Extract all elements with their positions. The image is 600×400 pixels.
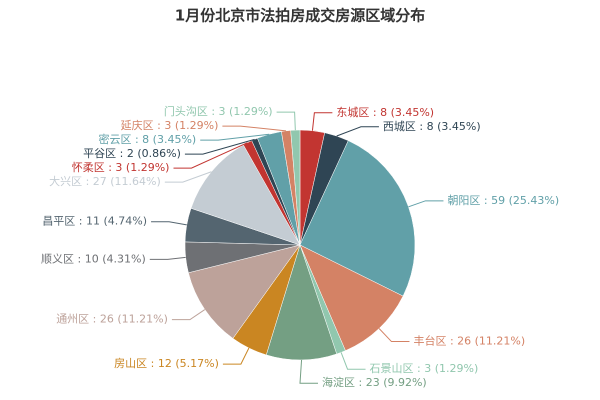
pie-slice [265,244,338,361]
data-label: 门头沟区 : 3 (1.29%) [164,104,273,118]
data-label: 丰台区 : 26 (11.21%) [413,334,525,348]
data-label: 平谷区 : 2 (0.86%) [83,147,181,160]
data-label: 怀柔区 : 3 (1.29%) [72,161,170,174]
leader-line [184,138,255,155]
leader-line [276,111,296,131]
data-label: 延庆区 : 3 (1.29%) [121,118,219,132]
leader-line [299,359,318,384]
leader-line [408,200,444,208]
data-label: 朝阳区 : 59 (25.43%) [447,194,559,207]
leader-line [200,133,270,141]
pie-slice [299,140,416,297]
data-label: 通州区 : 26 (11.21%) [56,313,168,326]
leader-line [149,256,186,260]
chart-title: 1月份北京市法拍房成交房源区域分布 [175,7,425,25]
data-label: 房山区 : 12 (5.17%) [114,357,219,370]
data-label: 西城区 : 8 (3.45%) [383,120,481,133]
leader-line [336,126,379,137]
data-label: 昌平区 : 11 (4.74%) [42,215,147,228]
data-label: 密云区 : 8 (3.45%) [98,132,196,146]
leader-line [171,309,206,321]
leader-line [164,171,212,183]
data-label: 海淀区 : 23 (9.92%) [322,375,427,389]
data-label: 大兴区 : 27 (11.64%) [49,174,161,188]
data-label: 顺义区 : 10 (4.31%) [41,252,146,265]
leader-line [340,352,366,370]
data-label: 石景山区 : 3 (1.29%) [370,362,479,375]
leader-line [222,125,287,132]
leader-line [151,221,187,226]
leader-line [311,112,333,131]
data-label: 东城区 : 8 (3.45%) [336,106,434,119]
leader-line [222,347,250,365]
leader-line [378,328,410,343]
leader-line [173,142,248,169]
